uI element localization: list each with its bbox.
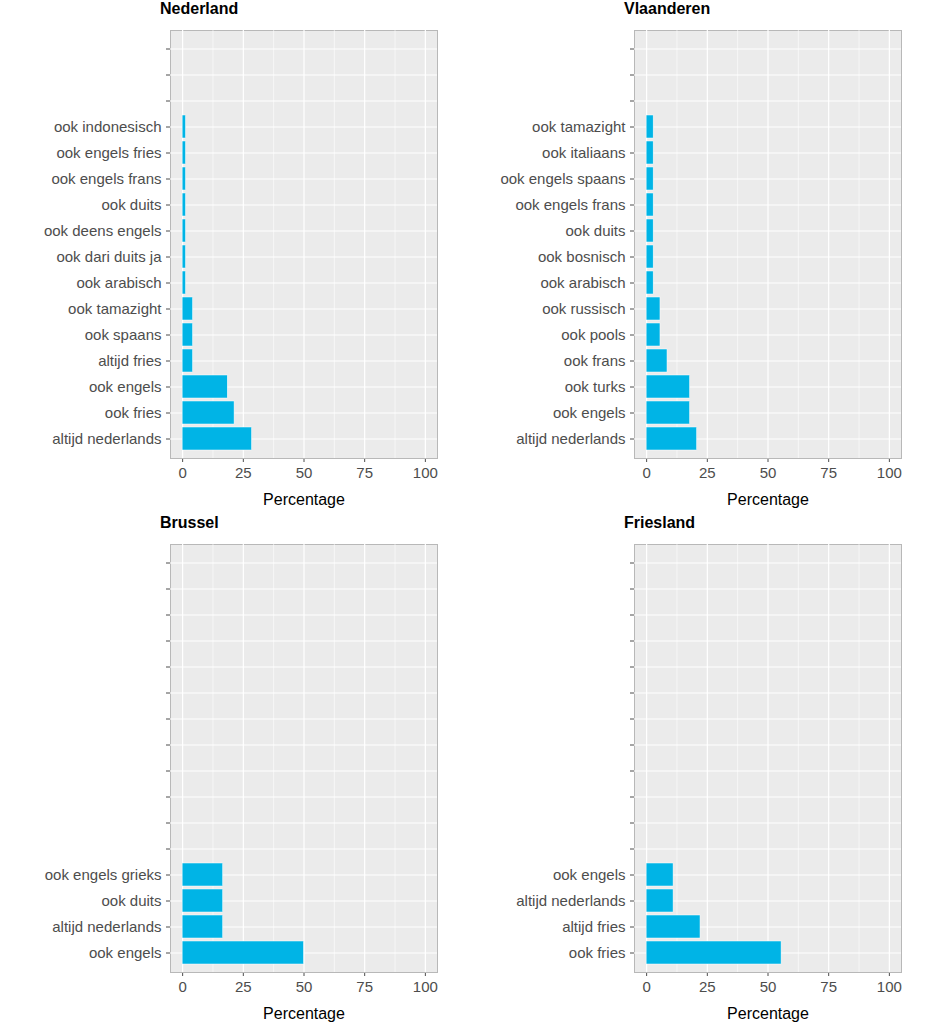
svg-text:25: 25 — [235, 464, 252, 481]
svg-text:ook duits: ook duits — [101, 892, 161, 909]
svg-text:50: 50 — [296, 978, 313, 995]
svg-text:ook engels: ook engels — [89, 378, 162, 395]
svg-text:ook frans: ook frans — [564, 352, 626, 369]
svg-text:Percentage: Percentage — [263, 491, 345, 508]
svg-text:ook dari duits ja: ook dari duits ja — [56, 248, 162, 265]
svg-text:0: 0 — [642, 464, 650, 481]
svg-text:ook indonesisch: ook indonesisch — [54, 118, 162, 135]
svg-text:ook engels spaans: ook engels spaans — [500, 170, 625, 187]
svg-text:altijd nederlands: altijd nederlands — [52, 430, 161, 447]
svg-text:50: 50 — [760, 978, 777, 995]
svg-text:ook engels frans: ook engels frans — [51, 170, 161, 187]
svg-text:ook duits: ook duits — [101, 196, 161, 213]
svg-text:ook spaans: ook spaans — [85, 326, 162, 343]
svg-text:Percentage: Percentage — [263, 1005, 345, 1022]
svg-text:25: 25 — [235, 978, 252, 995]
svg-text:ook pools: ook pools — [561, 326, 625, 343]
svg-text:altijd fries: altijd fries — [98, 352, 161, 369]
svg-text:ook russisch: ook russisch — [542, 300, 625, 317]
svg-text:100: 100 — [877, 464, 902, 481]
svg-text:ook arabisch: ook arabisch — [76, 274, 161, 291]
svg-text:ook tamazight: ook tamazight — [532, 118, 626, 135]
svg-text:25: 25 — [699, 978, 716, 995]
svg-text:0: 0 — [178, 978, 186, 995]
svg-text:100: 100 — [413, 978, 438, 995]
svg-text:altijd nederlands: altijd nederlands — [516, 892, 625, 909]
html-text:Nederland: Nederland — [160, 0, 239, 17]
svg-text:ook italiaans: ook italiaans — [542, 144, 625, 161]
svg-text:75: 75 — [356, 464, 373, 481]
svg-text:75: 75 — [820, 978, 837, 995]
svg-text:ook turks: ook turks — [565, 378, 626, 395]
svg-text:ook engels: ook engels — [553, 404, 626, 421]
svg-text:ook duits: ook duits — [565, 222, 625, 239]
svg-text:ook engels fries: ook engels fries — [56, 144, 161, 161]
svg-text:Percentage: Percentage — [727, 1005, 809, 1022]
svg-text:ook engels: ook engels — [89, 944, 162, 961]
svg-text:50: 50 — [296, 464, 313, 481]
svg-text:ook fries: ook fries — [569, 944, 626, 961]
svg-text:ook deens engels: ook deens engels — [44, 222, 162, 239]
svg-text:Percentage: Percentage — [727, 491, 809, 508]
svg-text:0: 0 — [642, 978, 650, 995]
svg-text:100: 100 — [877, 978, 902, 995]
svg-text:ook bosnisch: ook bosnisch — [538, 248, 626, 265]
svg-text:altijd nederlands: altijd nederlands — [52, 918, 161, 935]
svg-text:75: 75 — [356, 978, 373, 995]
svg-text:25: 25 — [699, 464, 716, 481]
svg-text:ook engels frans: ook engels frans — [515, 196, 625, 213]
svg-text:ook tamazight: ook tamazight — [68, 300, 162, 317]
svg-text:ook engels grieks: ook engels grieks — [45, 866, 162, 883]
svg-text:altijd nederlands: altijd nederlands — [516, 430, 625, 447]
svg-text:altijd fries: altijd fries — [562, 918, 625, 935]
svg-text:100: 100 — [413, 464, 438, 481]
html-text:Friesland: Friesland — [624, 514, 696, 531]
svg-text:ook fries: ook fries — [105, 404, 162, 421]
html-text:Vlaanderen: Vlaanderen — [624, 0, 711, 17]
svg-text:ook arabisch: ook arabisch — [540, 274, 625, 291]
svg-text:0: 0 — [178, 464, 186, 481]
svg-text:75: 75 — [820, 464, 837, 481]
svg-text:50: 50 — [760, 464, 777, 481]
svg-text:ook engels: ook engels — [553, 866, 626, 883]
html-text:Brussel: Brussel — [160, 514, 219, 531]
